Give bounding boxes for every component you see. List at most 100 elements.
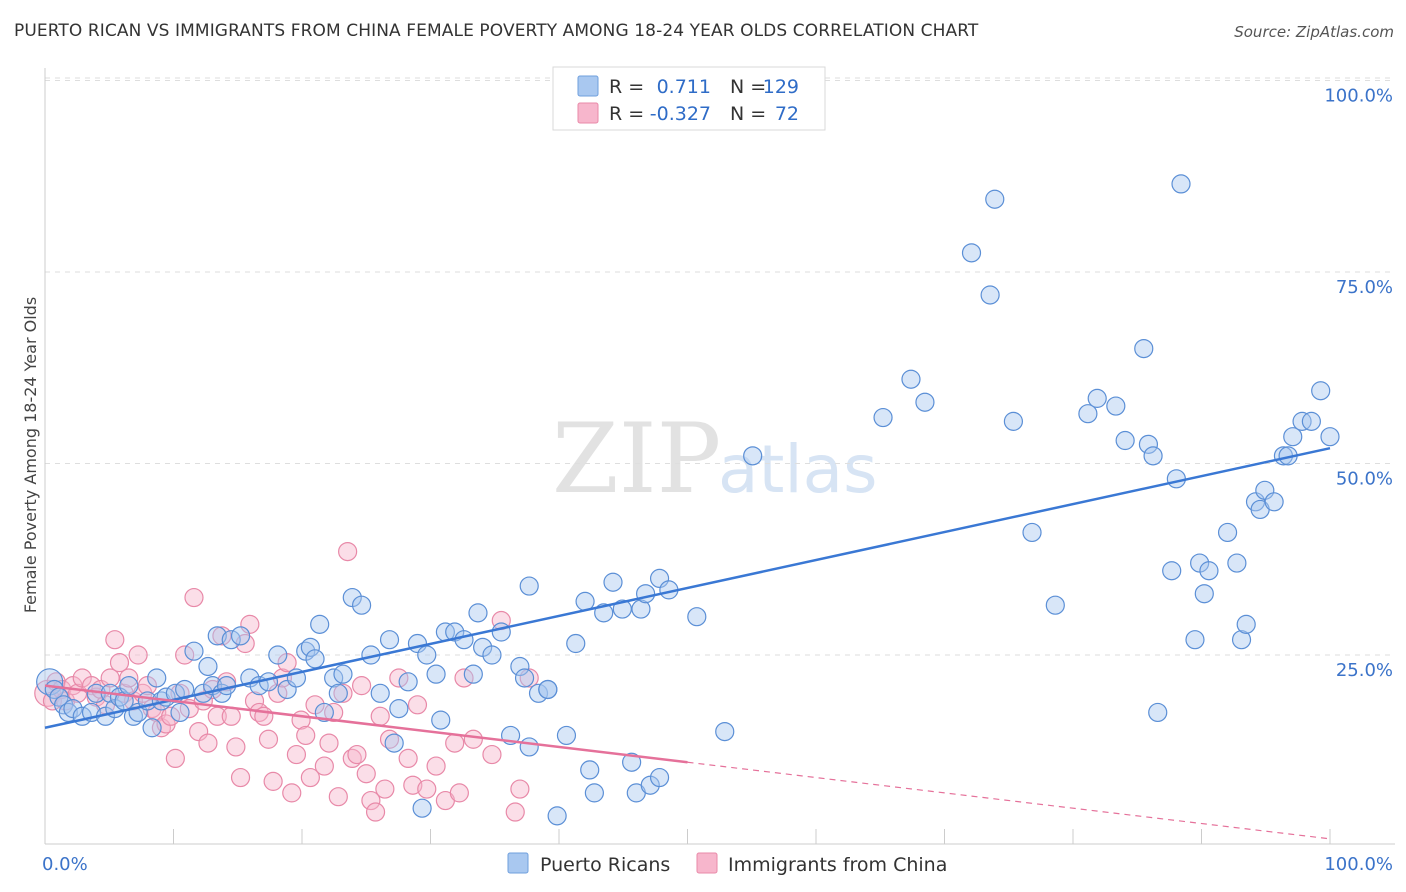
y-tick-label: 100.0% [1324,86,1393,107]
data-point [1148,702,1168,723]
data-point [417,645,437,665]
data-point [1236,614,1256,634]
data-point [510,656,530,677]
legend-r-label-1: R = [609,76,644,98]
data-point [514,668,535,688]
data-point [1231,630,1252,650]
legend-r-label-2: R = [609,103,644,125]
data-point [580,760,600,780]
data-point [612,599,632,619]
data-point [338,541,358,562]
data-point [300,637,320,657]
data-point [1003,411,1024,431]
data-point [631,599,651,619]
data-point [398,672,418,692]
data-point [1078,404,1098,424]
data-point [286,744,307,765]
data-point [603,572,623,592]
data-point [379,630,400,650]
data-point [347,744,367,765]
data-point [161,706,181,726]
data-point [1283,427,1303,447]
data-point [314,702,334,723]
trend-lines [44,446,1331,840]
legend-swatch-pink [577,102,599,124]
data-point [687,607,707,627]
data-point [510,779,530,799]
data-point [263,771,283,791]
page-title: PUERTO RICAN VS IMMIGRANTS FROM CHINA FE… [14,21,979,41]
data-point [333,683,353,703]
data-point [407,695,428,715]
data-point [1045,595,1065,615]
bottom-legend-label-2: Immigrants from China [728,854,947,876]
data-point [333,664,353,684]
data-point [351,595,372,615]
data-point [980,285,1000,305]
y-tick-label: 50.0% [1336,469,1393,490]
legend-n-label-1: N = [730,76,766,98]
data-point [282,783,302,803]
data-point [389,668,409,688]
data-point [1217,522,1238,543]
axes [44,68,1395,845]
data-point [258,729,279,749]
trend-line-immigrants-from-china [44,684,688,764]
data-point [319,733,339,753]
data-point [1264,492,1284,512]
data-point [519,576,539,596]
data-point [147,668,167,688]
data-point [547,806,567,826]
data-point [417,779,437,799]
data-point [482,645,502,665]
data-point [538,679,558,700]
data-point [463,729,483,749]
data-point [1171,174,1191,194]
data-point [622,752,642,772]
data-point [482,744,502,765]
data-point [1166,469,1186,489]
data-point [100,668,120,688]
data-point [165,748,185,769]
data-point [105,630,125,650]
data-point [1162,561,1182,581]
source-credit: Source: ZipAtlas.com [1234,23,1394,41]
data-point [426,664,446,684]
data-point [370,706,390,726]
bottom-legend-swatch-blue [507,852,529,874]
data-point [1143,446,1163,466]
data-point [351,676,372,696]
data-point [961,243,982,263]
data-point [901,369,921,389]
data-point [310,614,330,634]
trend-line-puerto-ricans [44,446,1331,729]
data-point [356,764,376,784]
data-point [361,790,381,811]
data-point [226,737,246,757]
data-point [649,767,670,788]
data-point [1301,411,1321,431]
data-point [528,683,549,703]
data-point [268,645,288,665]
bottom-legend-label-1: Puerto Ricans [540,854,670,876]
data-point [384,733,404,753]
data-point [184,587,204,608]
data-point [1194,584,1214,604]
data-point [1106,396,1126,416]
data-point [175,645,195,665]
data-point [398,748,418,769]
data-point [184,641,204,661]
data-point [426,756,446,776]
data-point [389,699,409,719]
data-point [212,626,232,646]
data-point [170,702,190,723]
bottom-legend-swatch-pink [696,852,718,874]
data-point [445,733,465,753]
data-point [1087,388,1107,408]
data-point [142,718,162,738]
data-point [431,710,451,730]
data-point [328,683,348,703]
data-point [1022,522,1042,543]
data-point [365,802,386,822]
